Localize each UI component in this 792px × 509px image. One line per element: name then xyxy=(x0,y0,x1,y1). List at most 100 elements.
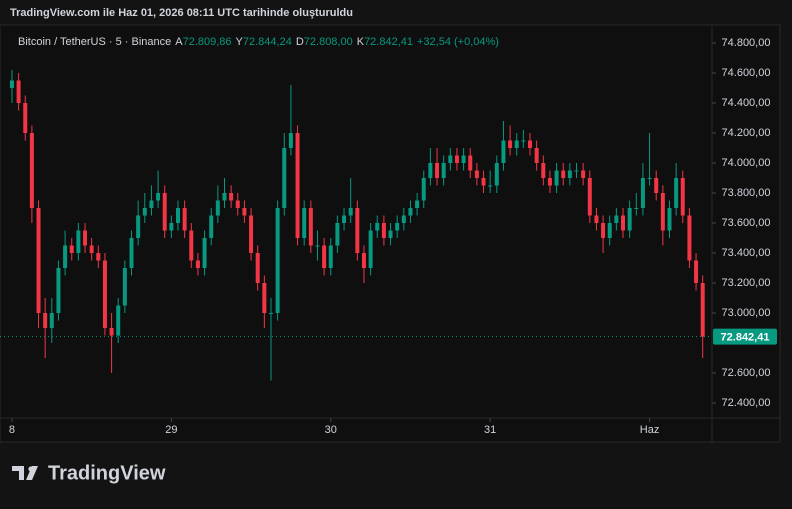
candle-body xyxy=(581,170,586,178)
candle-body xyxy=(102,260,107,328)
brand-logo xyxy=(12,466,38,480)
candle-body xyxy=(634,208,639,209)
x-tick-label: 31 xyxy=(484,424,496,436)
candle-body xyxy=(607,223,612,238)
candle-body xyxy=(36,208,41,313)
candle-body xyxy=(660,193,665,231)
y-tick-label: 72.600,00 xyxy=(722,367,771,379)
candle-body xyxy=(76,230,81,253)
candle-body xyxy=(687,215,692,261)
candle-body xyxy=(69,245,74,253)
ohlc-value: 72.844,24 xyxy=(243,36,292,48)
candle-body xyxy=(63,245,68,268)
candle-body xyxy=(176,208,180,223)
candle-body xyxy=(342,215,347,223)
candle-body xyxy=(275,208,280,313)
candle-body xyxy=(322,245,327,268)
candle-body xyxy=(235,200,240,208)
symbol-name: Bitcoin / TetherUS · 5 · Binance xyxy=(18,36,171,48)
candle-body xyxy=(508,140,513,148)
candle-body xyxy=(109,328,114,336)
candle-body xyxy=(43,313,48,328)
candle-body xyxy=(567,170,572,178)
last-price-box xyxy=(713,328,777,345)
candle-body xyxy=(667,208,672,231)
y-tick-label: 73.400,00 xyxy=(722,247,771,259)
symbol-legend: Bitcoin / TetherUS · 5 · Binance A72.809,… xyxy=(18,36,499,48)
candle-body xyxy=(355,208,360,253)
candle-body xyxy=(674,178,679,208)
x-tick-label: 8 xyxy=(9,424,15,436)
candle-body xyxy=(182,208,187,231)
candle-body xyxy=(315,245,320,247)
ohlc-value: 72.842,41 xyxy=(364,36,413,48)
candle-body xyxy=(242,208,247,216)
candle-body xyxy=(627,208,632,231)
candle-body xyxy=(614,215,619,223)
candle-body xyxy=(328,245,333,268)
ohlc-key: Y xyxy=(236,36,244,48)
x-tick-label: Haz xyxy=(640,424,660,436)
candle-body xyxy=(302,208,307,238)
candle-body xyxy=(162,193,167,231)
candle-body xyxy=(441,163,446,178)
candle-body xyxy=(461,155,466,163)
candle-body xyxy=(501,140,506,163)
y-tick-label: 74.200,00 xyxy=(722,127,771,139)
candle-body xyxy=(494,163,499,186)
candle-body xyxy=(96,253,101,261)
candle-body xyxy=(83,230,88,246)
candle-body xyxy=(122,268,127,306)
candle-body xyxy=(488,185,493,187)
ohlc-key: A xyxy=(175,36,183,48)
candle-body xyxy=(282,148,287,208)
candle-body xyxy=(468,155,473,171)
candle-body xyxy=(401,215,406,223)
candle-body xyxy=(521,140,526,142)
candle-body xyxy=(189,230,194,261)
candle-body xyxy=(375,223,380,231)
candle-body xyxy=(528,140,533,148)
candle-body xyxy=(295,133,300,238)
candle-body xyxy=(640,178,645,208)
candle-body xyxy=(222,193,227,201)
candle-body xyxy=(29,133,34,208)
candle-body xyxy=(428,163,433,178)
candle-body xyxy=(574,170,579,172)
candle-body xyxy=(587,178,592,216)
candle-body xyxy=(195,260,200,268)
last-price-label: 72.842,41 xyxy=(721,332,770,344)
candle-body xyxy=(381,223,386,238)
candle-body xyxy=(514,140,519,148)
y-tick-label: 73.200,00 xyxy=(722,277,771,289)
candle-body xyxy=(547,178,552,186)
candle-body xyxy=(481,178,486,186)
candle-body xyxy=(49,313,54,328)
candle-body xyxy=(9,80,14,88)
y-tick-label: 73.600,00 xyxy=(722,217,771,229)
candle-body xyxy=(56,268,61,313)
candle-body xyxy=(534,148,539,163)
candle-body xyxy=(136,215,141,238)
candle-body xyxy=(554,170,559,186)
y-tick-label: 74.600,00 xyxy=(722,67,771,79)
y-tick-label: 73.800,00 xyxy=(722,187,771,199)
x-tick-label: 29 xyxy=(165,424,177,436)
candle-body xyxy=(421,178,426,201)
candle-body xyxy=(435,163,440,178)
candle-body xyxy=(388,230,393,238)
candle-body xyxy=(16,80,21,103)
candle-body xyxy=(694,260,699,283)
ohlc-key: K xyxy=(357,36,365,48)
candle-body xyxy=(262,283,267,313)
candle-body xyxy=(408,208,413,216)
candle-body xyxy=(415,200,420,208)
x-tick-label: 30 xyxy=(325,424,337,436)
y-tick-label: 73.000,00 xyxy=(722,307,771,319)
brand-icon-dot xyxy=(28,466,34,472)
candle-body xyxy=(129,238,134,268)
candle-body xyxy=(308,208,313,246)
candle-body xyxy=(268,313,273,314)
